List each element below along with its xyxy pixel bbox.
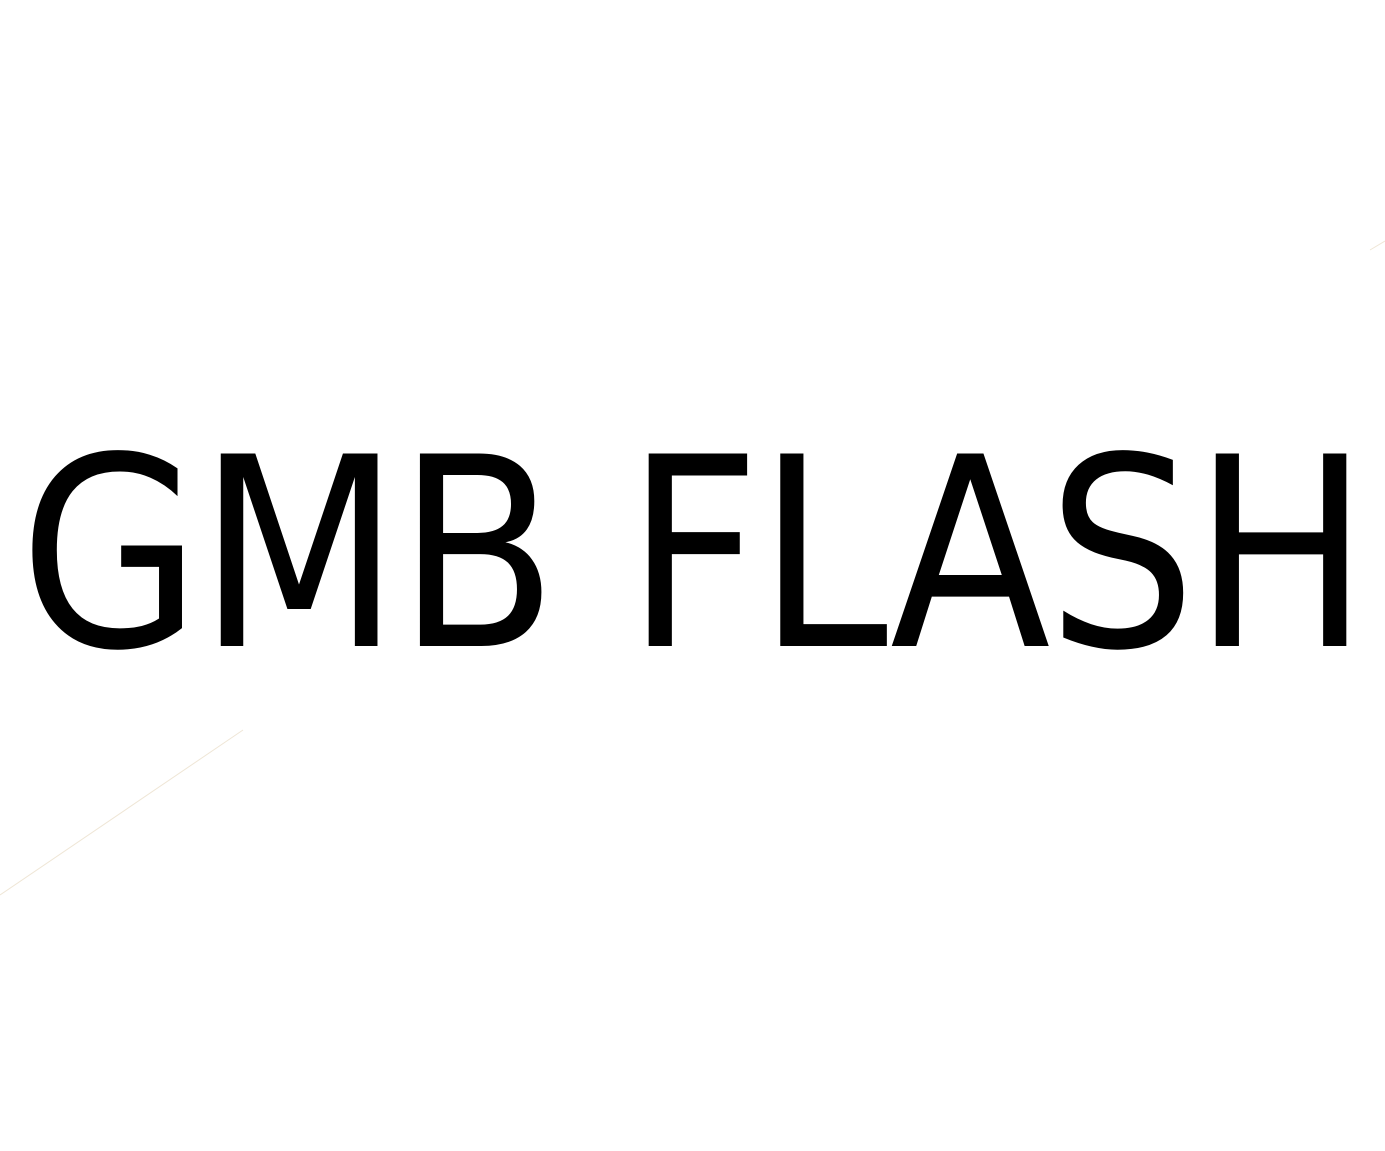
faint-diagonal-line-right bbox=[1369, 240, 1385, 251]
logo-wordmark: GMB FLASH bbox=[19, 402, 1369, 709]
faint-diagonal-line-left bbox=[0, 729, 244, 896]
